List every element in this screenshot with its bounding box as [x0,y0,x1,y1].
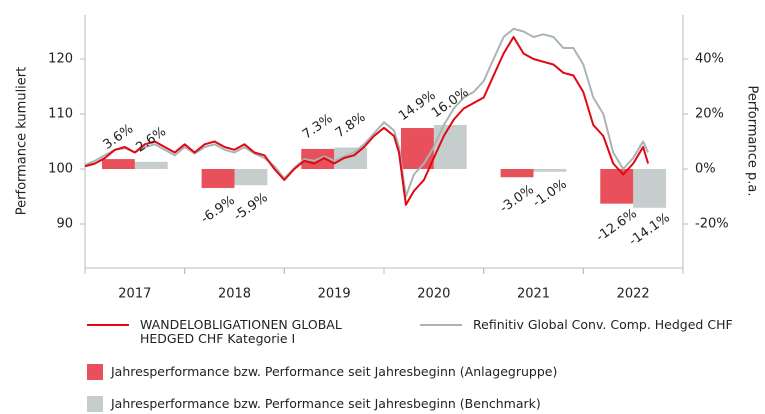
y2-tick-label: -20% [695,217,729,232]
legend-label: Jahresperformance bzw. Performance seit … [111,364,558,379]
line-series [84,36,650,206]
bar [400,128,434,169]
bar [533,169,567,172]
bar [334,147,368,169]
y-axis-label: Performance kumuliert [15,67,30,215]
legend-label: WANDELOBLIGATIONEN GLOBAL HEDGED CHF Kat… [140,317,342,346]
bar [633,169,667,208]
bars [101,125,667,208]
lines [84,27,650,206]
bar [600,169,634,204]
legend-swatch [87,324,129,326]
x-tick-label: 2021 [517,287,550,301]
x-tick-label: 2018 [218,287,251,301]
bar [134,161,168,169]
x-tick-label: 2020 [417,287,450,301]
y-tick-label: 90 [56,217,73,232]
bar-value-label: -6.9% [198,193,238,227]
bar [500,169,534,178]
y2-axis-label: Performance p.a. [745,86,760,197]
legend-label: Refinitiv Global Conv. Comp. Hedged CHF [473,317,733,332]
legend-label: Jahresperformance bzw. Performance seit … [111,396,541,411]
bar [234,169,268,186]
y2-tick-label: 20% [695,107,724,122]
legend-swatch [87,396,103,412]
y2-tick-label: 0% [695,162,716,177]
bar [101,159,135,169]
y-tick-label: 100 [48,162,73,177]
bar-value-label: 7.3% [300,111,336,142]
legend-swatch [87,364,103,380]
line-series [84,27,650,198]
y-tick-label: 110 [48,107,73,122]
bar [201,169,235,188]
bar-value-label: 7.8% [333,110,369,141]
x-tick-label: 2019 [318,287,351,301]
chart: Performance kumuliert Performance p.a. 9… [15,15,760,301]
y2-tick-label: 40% [695,52,724,67]
x-tick-label: 2022 [617,287,650,301]
x-tick-label: 2017 [118,287,151,301]
bar-value-label: -5.9% [231,190,271,224]
y-tick-label: 120 [48,52,73,67]
legend-swatch [420,324,462,326]
bar-value-label: 2.6% [133,124,169,155]
